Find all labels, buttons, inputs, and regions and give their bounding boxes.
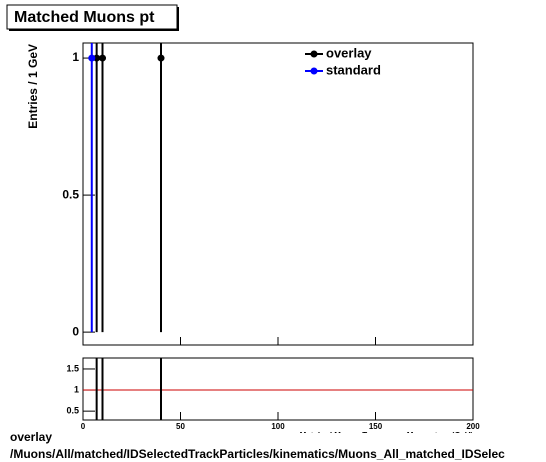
- legend-marker: [310, 67, 318, 75]
- y-axis-title: Entries / 1 GeV: [26, 44, 40, 129]
- footer-path: /Muons/All/matched/IDSelectedTrackPartic…: [10, 447, 505, 461]
- y-tick-label: 0.5: [66, 406, 79, 416]
- y-tick-label: 0.5: [62, 187, 79, 201]
- title-box: [6, 4, 178, 30]
- y-tick-label: 1: [72, 50, 79, 64]
- legend-marker: [310, 50, 318, 58]
- legend-label: standard: [326, 62, 381, 77]
- data-point: [93, 54, 101, 62]
- x-tick-label: 0: [81, 422, 86, 431]
- data-point: [157, 54, 165, 62]
- x-axis-title: Matched Muons Transverse Momentum (GeV): [300, 431, 474, 440]
- main-frame: [82, 42, 474, 346]
- footer-label: overlay: [10, 430, 52, 444]
- ratio-frame: [82, 357, 474, 421]
- x-tick-label: 150: [369, 422, 383, 431]
- x-tick-label: 100: [271, 422, 285, 431]
- chart-title: Matched Muons pt: [14, 9, 155, 26]
- y-tick-label: 0: [72, 324, 79, 338]
- data-point: [99, 54, 106, 62]
- y-tick-label: 1.5: [66, 363, 79, 373]
- legend-label: overlay: [326, 45, 372, 60]
- y-tick-label: 1: [74, 384, 79, 394]
- x-tick-label: 200: [466, 422, 480, 431]
- data-point: [88, 54, 96, 62]
- x-tick-label: 50: [176, 422, 185, 431]
